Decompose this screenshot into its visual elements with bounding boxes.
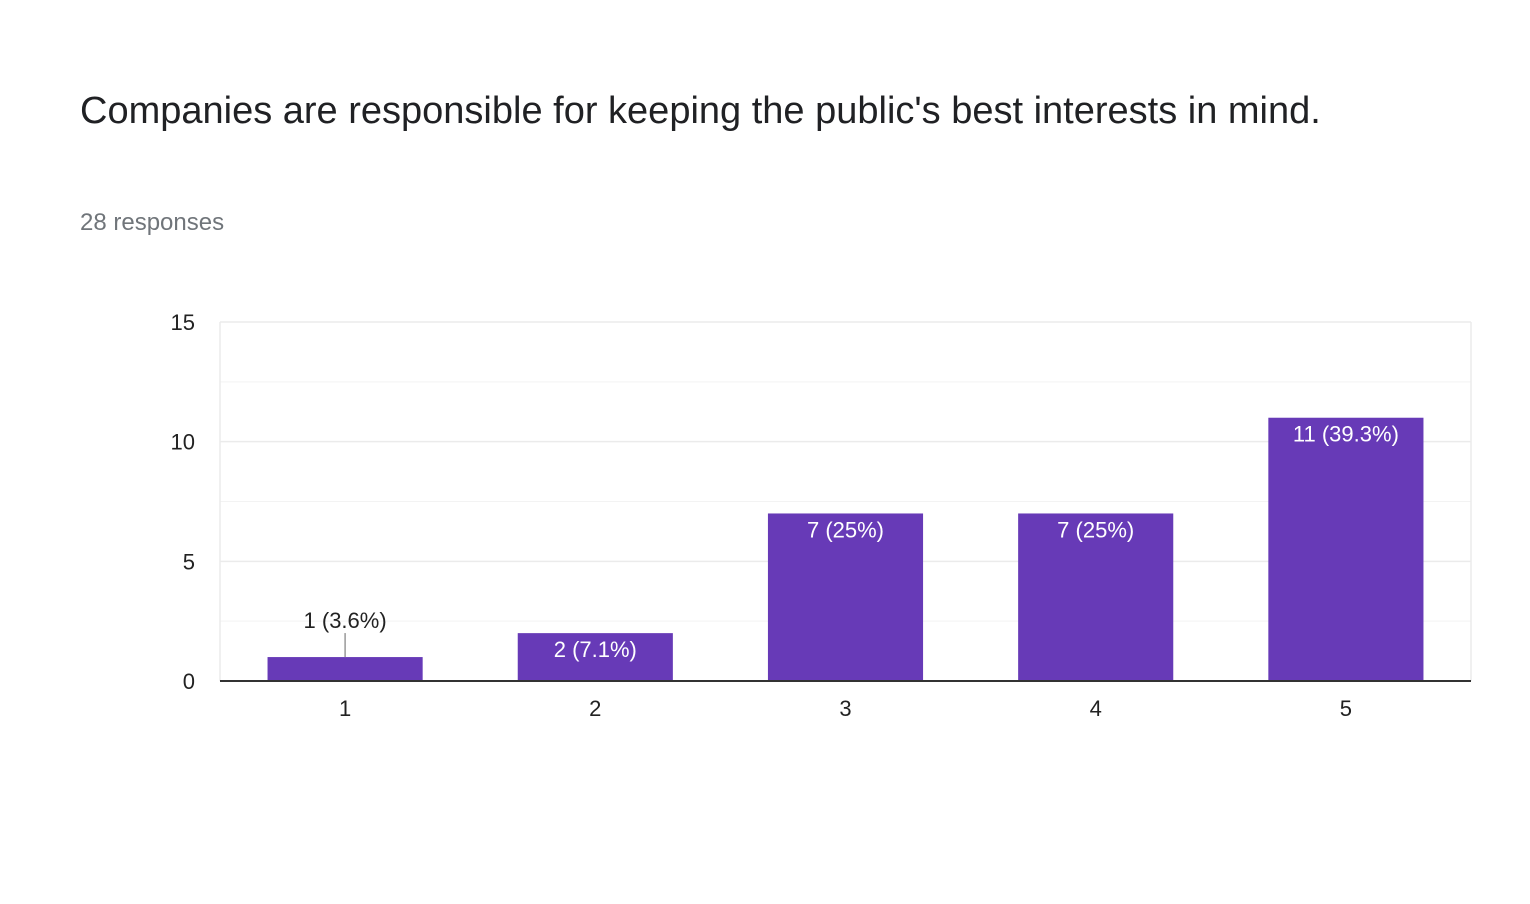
x-tick-label: 1	[339, 696, 351, 721]
bar	[1018, 513, 1174, 681]
question-title: Companies are responsible for keeping th…	[80, 90, 1321, 132]
x-tick-label: 2	[589, 696, 601, 721]
data-label: 7 (25%)	[1057, 517, 1134, 542]
bar	[517, 633, 673, 681]
data-label: 2 (7.1%)	[554, 637, 637, 662]
y-tick-label: 15	[171, 310, 195, 335]
x-tick-label: 4	[1090, 696, 1102, 721]
x-tick-label: 5	[1340, 696, 1352, 721]
data-label: 7 (25%)	[807, 517, 884, 542]
response-count: 28 responses	[80, 209, 225, 236]
bar	[1268, 417, 1424, 681]
y-tick-label: 10	[171, 430, 195, 455]
data-label: 1 (3.6%)	[304, 608, 387, 633]
bar	[767, 513, 924, 681]
y-tick-label: 0	[183, 669, 195, 694]
bar	[267, 657, 423, 681]
x-tick-label: 3	[839, 696, 851, 721]
y-tick-label: 5	[183, 549, 195, 574]
data-label: 11 (39.3%)	[1293, 422, 1399, 447]
